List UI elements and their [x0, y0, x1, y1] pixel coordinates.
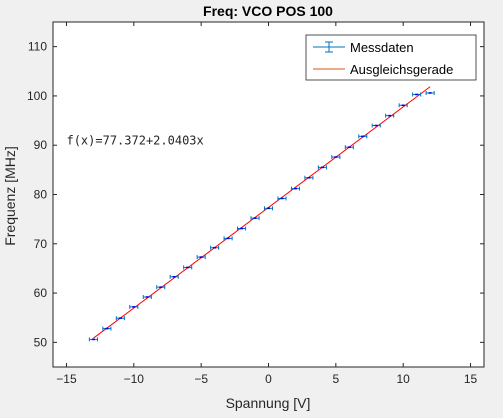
legend-box [305, 34, 477, 81]
y-axis-label: Frequenz [MHz] [2, 146, 18, 246]
data-point [277, 196, 287, 201]
data-point [102, 326, 112, 331]
data-point [398, 103, 408, 108]
x-ticks: −15 −10 −5 0 5 10 15 [56, 22, 478, 386]
data-point [142, 295, 152, 300]
x-axis-label: Spannung [V] [226, 395, 311, 411]
data-point [317, 165, 327, 170]
data-point [183, 265, 193, 270]
data-point [250, 216, 260, 221]
data-point [156, 285, 166, 290]
x-tick-label: 5 [333, 372, 340, 386]
data-point [371, 123, 381, 128]
y-tick-label: 110 [28, 40, 47, 54]
y-tick-label: 70 [34, 237, 48, 251]
data-point [290, 186, 300, 191]
data-point [344, 145, 354, 150]
legend-label-messdaten: Messdaten [350, 40, 414, 55]
y-tick-label: 50 [34, 335, 48, 349]
y-tick-label: 90 [34, 138, 48, 152]
fit-line [93, 86, 431, 339]
fit-equation-annotation: f(x)=77.372+2.0403x [66, 133, 203, 147]
data-point [169, 274, 179, 279]
x-tick-label: −15 [56, 372, 77, 386]
data-point [223, 236, 233, 241]
y-ticks: 50 60 70 80 90 100 110 [27, 40, 484, 349]
data-point [88, 337, 98, 342]
legend: Messdaten Ausgleichsgerade [305, 34, 477, 81]
data-point [129, 304, 139, 309]
data-points-layer [88, 90, 435, 342]
fit-line-layer [93, 86, 431, 339]
y-tick-label: 60 [34, 286, 48, 300]
data-point [425, 90, 435, 95]
data-point [385, 113, 395, 118]
legend-marker-messdaten [313, 41, 345, 53]
data-point [412, 92, 422, 97]
x-tick-label: 0 [265, 372, 272, 386]
x-tick-label: 15 [464, 372, 478, 386]
legend-label-ausgleichsgerade: Ausgleichsgerade [350, 62, 453, 77]
data-point [304, 175, 314, 180]
data-point [263, 206, 274, 211]
data-point [210, 245, 220, 250]
data-point [331, 155, 341, 160]
y-tick-label: 80 [34, 188, 48, 202]
chart-title: Freq: VCO POS 100 [203, 3, 333, 19]
x-tick-label: 10 [397, 372, 411, 386]
data-point [237, 226, 247, 231]
x-tick-label: −10 [124, 372, 145, 386]
data-point [196, 255, 206, 260]
data-point [358, 134, 368, 139]
y-tick-label: 100 [27, 89, 47, 103]
x-tick-label: −5 [194, 372, 208, 386]
data-point [115, 316, 125, 321]
